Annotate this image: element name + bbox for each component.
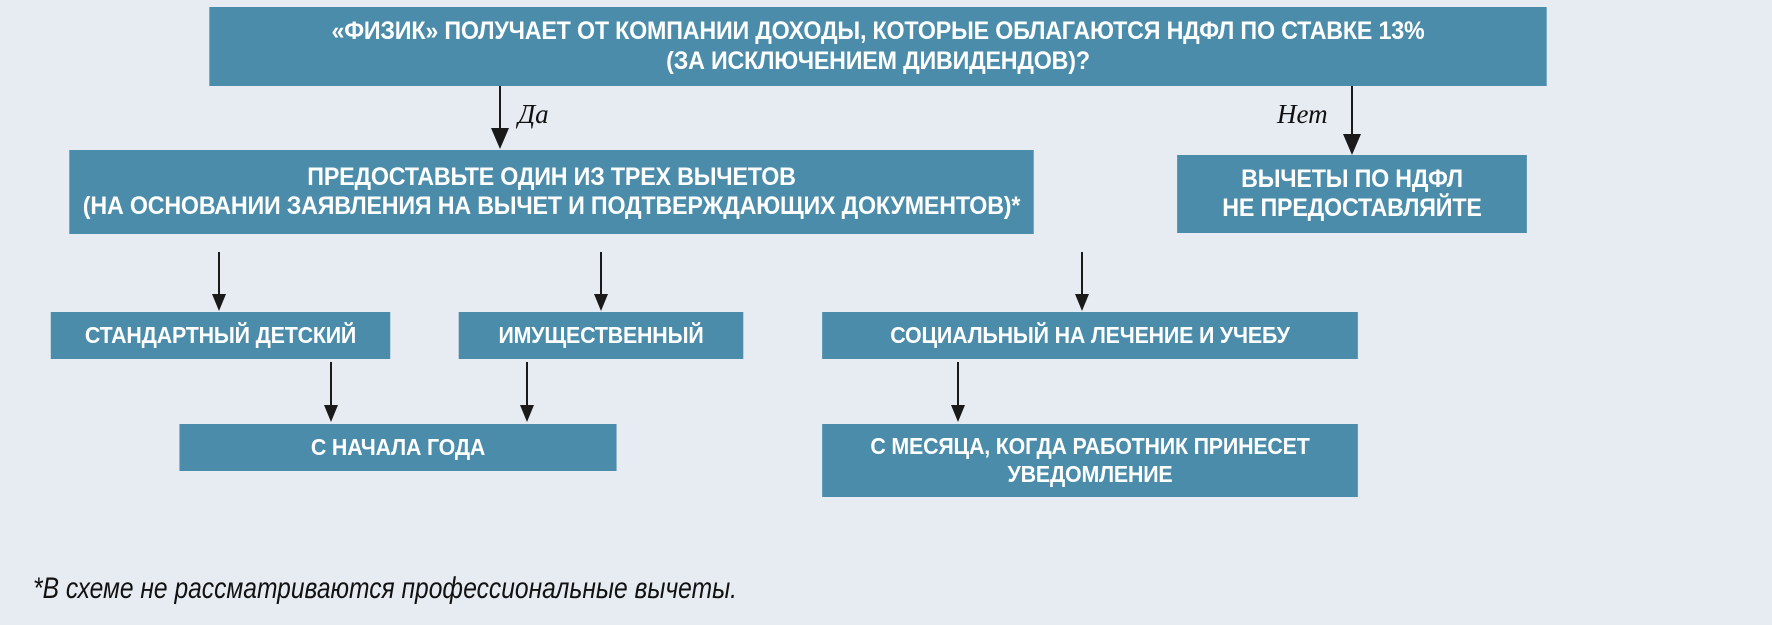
deduction-box-social: СОЦИАЛЬНЫЙ НА ЛЕЧЕНИЕ И УЧЕБУ — [822, 312, 1358, 359]
branch-label-no: Нет — [1277, 99, 1328, 129]
action-box-no-deduction: ВЫЧЕТЫ ПО НДФЛ НЕ ПРЕДОСТАВЛЯЙТЕ — [1177, 155, 1527, 233]
arrow-yes — [489, 86, 511, 149]
arrow-yes-head — [491, 128, 509, 149]
arrow-social-to-month-notice — [949, 362, 967, 422]
timing-box-from-start-of-year: С НАЧАЛА ГОДА — [179, 424, 617, 471]
arrow-social-to-month-notice-shaft — [957, 362, 959, 406]
decision-box-taxable-income-label: «ФИЗИК» ПОЛУЧАЕТ ОТ КОМПАНИИ ДОХОДЫ, КОТ… — [331, 17, 1425, 75]
branch-label-yes: Да — [518, 99, 549, 129]
arrow-standard-to-start-of-year — [322, 362, 340, 422]
action-box-provide-deduction-label: ПРЕДОСТАВЬТЕ ОДИН ИЗ ТРЕХ ВЫЧЕТОВ (НА ОС… — [82, 162, 1021, 221]
arrow-yes-shaft — [499, 86, 501, 130]
arrow-no — [1341, 86, 1363, 155]
arrow-no-shaft — [1351, 86, 1353, 136]
arrow-to-social-shaft — [1081, 252, 1083, 295]
deduction-box-standard-child: СТАНДАРТНЫЙ ДЕТСКИЙ — [50, 312, 391, 359]
arrow-social-to-month-notice-head — [951, 405, 965, 422]
arrow-standard-to-start-of-year-head — [324, 405, 338, 422]
arrow-to-standard-child-head — [212, 294, 226, 311]
deduction-box-standard-child-label: СТАНДАРТНЫЙ ДЕТСКИЙ — [84, 321, 357, 348]
arrow-no-head — [1343, 134, 1361, 155]
deduction-box-property-label: ИМУЩЕСТВЕННЫЙ — [498, 321, 704, 348]
deduction-box-social-label: СОЦИАЛЬНЫЙ НА ЛЕЧЕНИЕ И УЧЕБУ — [890, 321, 1290, 348]
arrow-property-to-start-of-year-head — [520, 405, 534, 422]
arrow-to-property-shaft — [600, 252, 602, 295]
footnote-text: *В схеме не рассматриваются профессионал… — [33, 572, 738, 605]
arrow-property-to-start-of-year — [518, 362, 536, 422]
timing-box-from-month-notice: С МЕСЯЦА, КОГДА РАБОТНИК ПРИНЕСЕТ УВЕДОМ… — [822, 424, 1358, 497]
decision-box-taxable-income: «ФИЗИК» ПОЛУЧАЕТ ОТ КОМПАНИИ ДОХОДЫ, КОТ… — [209, 7, 1547, 86]
arrow-to-standard-child — [210, 252, 228, 311]
action-box-provide-deduction: ПРЕДОСТАВЬТЕ ОДИН ИЗ ТРЕХ ВЫЧЕТОВ (НА ОС… — [69, 150, 1034, 234]
arrow-to-property-head — [594, 294, 608, 311]
arrow-to-property — [592, 252, 610, 311]
arrow-standard-to-start-of-year-shaft — [330, 362, 332, 406]
arrow-to-social — [1073, 252, 1091, 311]
arrow-to-standard-child-shaft — [218, 252, 220, 295]
arrow-to-social-head — [1075, 294, 1089, 311]
deduction-box-property: ИМУЩЕСТВЕННЫЙ — [458, 312, 744, 359]
action-box-no-deduction-label: ВЫЧЕТЫ ПО НДФЛ НЕ ПРЕДОСТАВЛЯЙТЕ — [1222, 164, 1482, 223]
timing-box-from-start-of-year-label: С НАЧАЛА ГОДА — [310, 433, 486, 460]
timing-box-from-month-notice-label: С МЕСЯЦА, КОГДА РАБОТНИК ПРИНЕСЕТ УВЕДОМ… — [870, 433, 1310, 487]
arrow-property-to-start-of-year-shaft — [526, 362, 528, 406]
